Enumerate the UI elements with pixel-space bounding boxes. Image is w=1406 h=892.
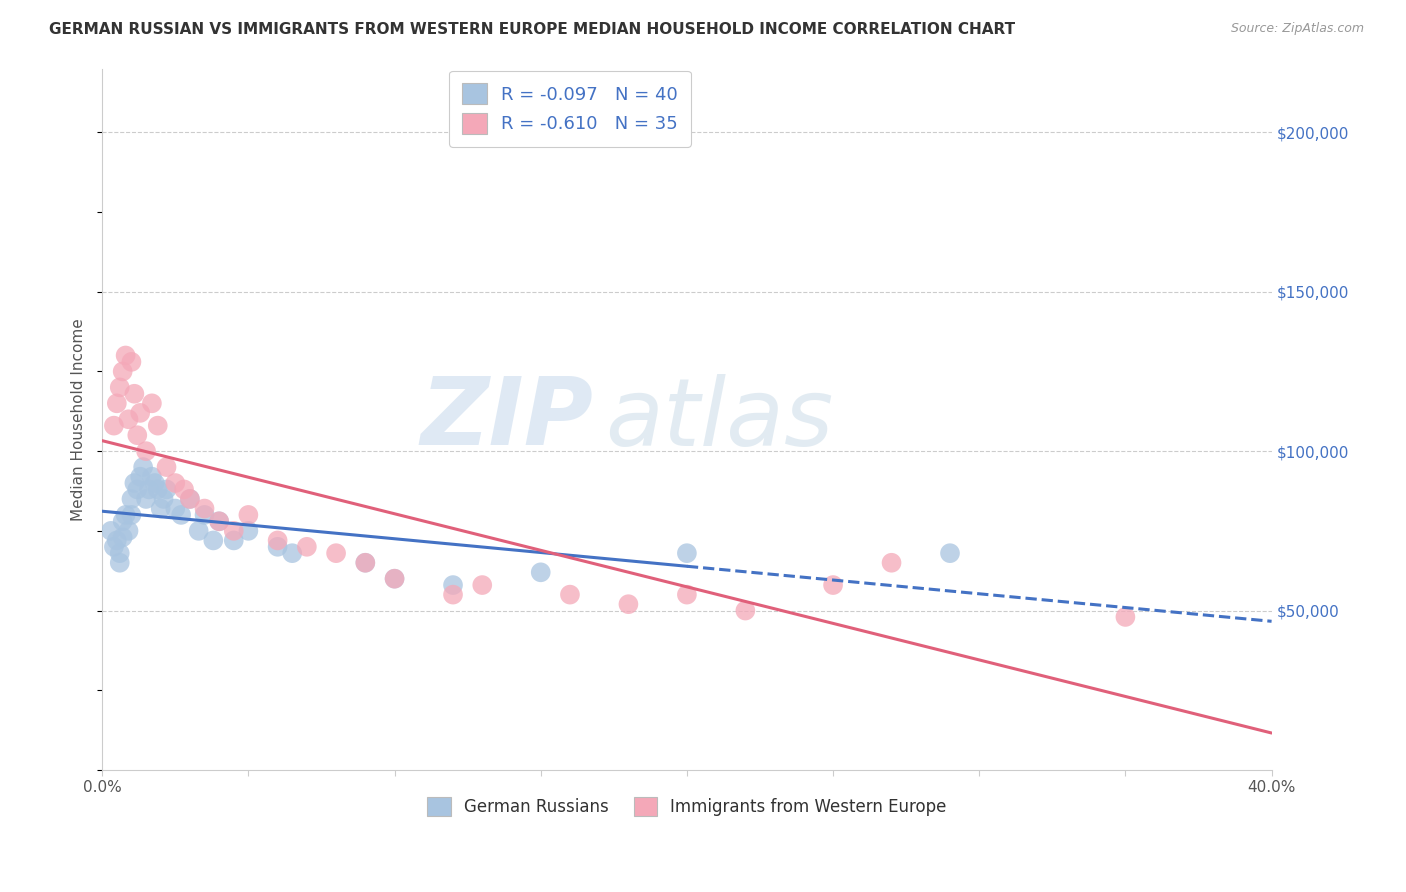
Point [281,546,304,560]
Point [208,514,231,528]
Point [441,588,464,602]
Point [823,578,845,592]
Point [100,524,122,538]
Point [384,572,406,586]
Point [173,483,195,497]
Point [238,524,260,538]
Point [179,491,201,506]
Point [129,469,152,483]
Point [120,508,142,522]
Point [354,556,377,570]
Point [266,533,288,548]
Point [155,460,177,475]
Point [103,418,125,433]
Point [120,491,142,506]
Point [132,460,155,475]
Point [676,546,699,560]
Point [170,508,193,522]
Legend: German Russians, Immigrants from Western Europe: German Russians, Immigrants from Western… [419,789,955,825]
Point [384,572,406,586]
Point [108,380,131,394]
Point [117,524,139,538]
Point [165,476,187,491]
Point [120,355,142,369]
Point [146,483,169,497]
Text: atlas: atlas [605,374,834,465]
Point [208,514,231,528]
Point [149,501,172,516]
Point [295,540,318,554]
Y-axis label: Median Household Income: Median Household Income [72,318,86,521]
Point [676,588,699,602]
Point [146,418,169,433]
Point [138,483,160,497]
Point [238,508,260,522]
Point [266,540,288,554]
Point [155,483,177,497]
Point [187,524,209,538]
Point [111,514,134,528]
Point [124,386,146,401]
Point [111,364,134,378]
Point [127,483,149,497]
Point [354,556,377,570]
Point [222,533,245,548]
Point [193,508,215,522]
Point [152,491,174,506]
Text: ZIP: ZIP [420,373,593,466]
Point [471,578,494,592]
Point [124,476,146,491]
Point [105,396,128,410]
Point [127,428,149,442]
Point [880,556,903,570]
Point [617,597,640,611]
Point [111,530,134,544]
Point [114,349,136,363]
Point [202,533,225,548]
Point [117,412,139,426]
Point [1114,610,1136,624]
Point [103,540,125,554]
Point [193,501,215,516]
Point [530,566,553,580]
Point [558,588,581,602]
Point [105,533,128,548]
Point [108,556,131,570]
Point [143,476,166,491]
Point [135,491,157,506]
Text: GERMAN RUSSIAN VS IMMIGRANTS FROM WESTERN EUROPE MEDIAN HOUSEHOLD INCOME CORRELA: GERMAN RUSSIAN VS IMMIGRANTS FROM WESTER… [49,22,1015,37]
Point [939,546,962,560]
Point [135,444,157,458]
Point [108,546,131,560]
Point [129,406,152,420]
Point [114,508,136,522]
Point [441,578,464,592]
Point [179,491,201,506]
Point [734,603,756,617]
Point [222,524,245,538]
Point [141,396,163,410]
Point [325,546,347,560]
Text: Source: ZipAtlas.com: Source: ZipAtlas.com [1230,22,1364,36]
Point [141,469,163,483]
Point [165,501,187,516]
